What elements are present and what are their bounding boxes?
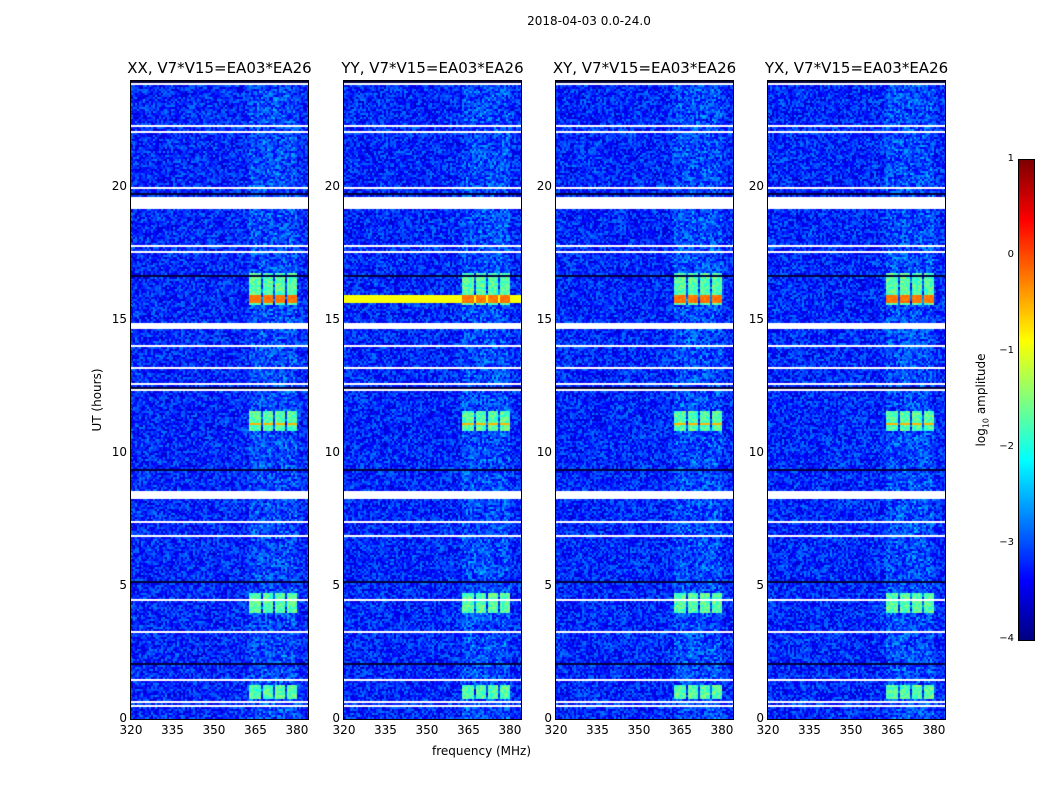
panel-title: XY, V7*V15=EA03*EA26 bbox=[552, 59, 737, 77]
y-tick-label: 10 bbox=[324, 445, 340, 460]
y-axis-label: UT (hours) bbox=[90, 368, 104, 432]
y-tick-label: 20 bbox=[324, 179, 340, 194]
x-tick-label: 320 bbox=[332, 723, 356, 737]
waterfall-image bbox=[131, 81, 308, 719]
x-tick-label: 380 bbox=[498, 723, 522, 737]
waterfall-panel bbox=[555, 80, 734, 720]
y-tick-label: 0 bbox=[332, 711, 340, 725]
panel-title: XX, V7*V15=EA03*EA26 bbox=[127, 59, 312, 77]
x-tick-label: 380 bbox=[285, 723, 309, 737]
x-tick-label: 380 bbox=[710, 723, 734, 737]
y-tick-label: 0 bbox=[544, 711, 552, 725]
x-tick-label: 365 bbox=[457, 723, 480, 737]
y-tick-label: 20 bbox=[748, 179, 764, 194]
y-tick-label: 15 bbox=[536, 312, 552, 327]
waterfall-image bbox=[768, 81, 945, 719]
y-tick-label: 20 bbox=[111, 179, 127, 194]
colorbar-tick-label: 1 bbox=[1007, 153, 1014, 164]
x-tick-label: 365 bbox=[669, 723, 692, 737]
y-tick-label: 10 bbox=[536, 445, 552, 460]
x-tick-label: 350 bbox=[415, 723, 439, 737]
y-tick-label: 0 bbox=[119, 711, 127, 725]
colorbar-tick-label: −4 bbox=[999, 633, 1014, 644]
waterfall-image bbox=[556, 81, 733, 719]
colorbar-tick-label: −1 bbox=[999, 345, 1014, 356]
y-tick-label: 5 bbox=[544, 578, 552, 593]
panel-title: YY, V7*V15=EA03*EA26 bbox=[341, 59, 524, 77]
y-tick-label: 5 bbox=[119, 578, 127, 593]
colorbar-tick-label: 0 bbox=[1007, 249, 1014, 260]
waterfall-panel bbox=[767, 80, 946, 720]
y-tick-label: 20 bbox=[536, 179, 552, 194]
waterfall-panel bbox=[130, 80, 309, 720]
colorbar-label: log10 amplitude bbox=[974, 353, 991, 447]
x-tick-label: 365 bbox=[244, 723, 267, 737]
y-tick-label: 10 bbox=[748, 445, 764, 460]
x-tick-label: 335 bbox=[374, 723, 397, 737]
x-tick-label: 350 bbox=[627, 723, 651, 737]
x-tick-label: 335 bbox=[586, 723, 609, 737]
x-axis-label: frequency (MHz) bbox=[432, 744, 532, 758]
y-tick-label: 15 bbox=[111, 312, 127, 327]
panel-title: YX, V7*V15=EA03*EA26 bbox=[764, 59, 949, 77]
x-tick-label: 320 bbox=[544, 723, 568, 737]
y-tick-label: 5 bbox=[756, 578, 764, 593]
y-tick-label: 10 bbox=[111, 445, 127, 460]
y-tick-label: 5 bbox=[332, 578, 340, 593]
colorbar-tick-label: −3 bbox=[999, 537, 1014, 548]
y-tick-label: 0 bbox=[756, 711, 764, 725]
x-tick-label: 380 bbox=[922, 723, 946, 737]
colorbar-gradient bbox=[1019, 160, 1034, 640]
waterfall-image bbox=[344, 81, 521, 719]
colorbar bbox=[1018, 159, 1035, 641]
x-tick-label: 320 bbox=[756, 723, 780, 737]
x-tick-label: 350 bbox=[202, 723, 226, 737]
x-tick-label: 350 bbox=[839, 723, 863, 737]
x-tick-label: 335 bbox=[798, 723, 821, 737]
waterfall-panel bbox=[343, 80, 522, 720]
x-tick-label: 320 bbox=[119, 723, 143, 737]
x-tick-label: 335 bbox=[161, 723, 184, 737]
colorbar-tick-label: −2 bbox=[999, 441, 1014, 452]
x-tick-label: 365 bbox=[881, 723, 904, 737]
y-tick-label: 15 bbox=[748, 312, 764, 327]
suptitle: 2018-04-03 0.0-24.0 bbox=[527, 14, 651, 28]
y-tick-label: 15 bbox=[324, 312, 340, 327]
